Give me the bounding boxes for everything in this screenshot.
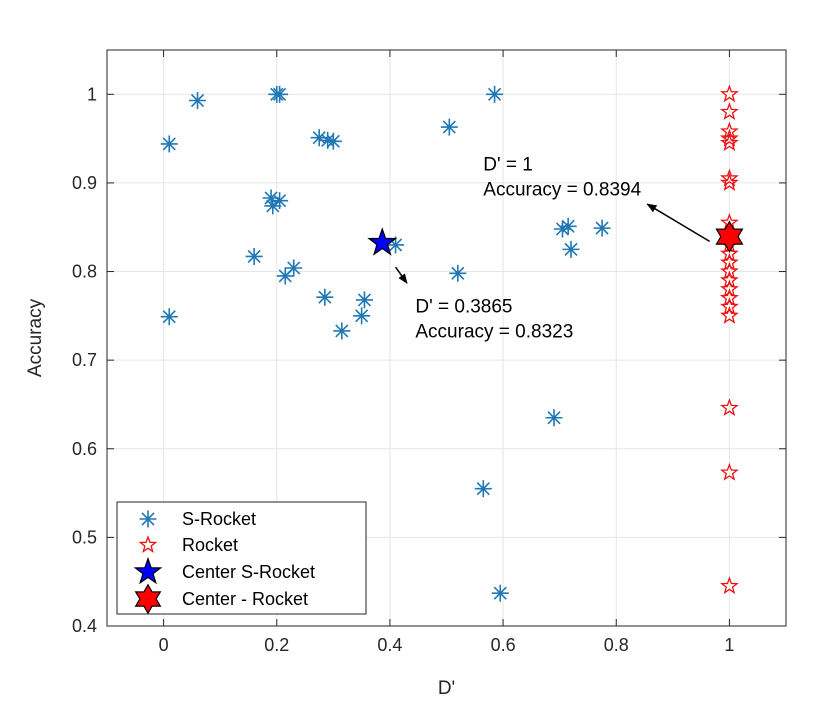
data-point — [324, 132, 342, 150]
series-s-rocket — [160, 85, 611, 602]
data-point — [720, 173, 739, 191]
legend-entry: S-Rocket — [139, 509, 256, 529]
data-point — [545, 409, 563, 427]
data-point — [720, 279, 739, 298]
x-tick-label: 0.2 — [264, 635, 289, 655]
y-tick-label: 0.5 — [72, 527, 97, 547]
annotations: D' = 1 Accuracy = 0.8394 D' = 0.3865 Accura… — [394, 155, 710, 342]
legend-entry: Center - Rocket — [134, 583, 308, 615]
legend-marker — [139, 510, 157, 528]
y-tick-label: 0.4 — [72, 616, 97, 636]
y-tick-label: 0.8 — [72, 262, 97, 282]
data-point — [720, 252, 739, 271]
legend-label: S-Rocket — [182, 509, 256, 529]
x-tick-label: 0.4 — [377, 635, 402, 655]
data-point — [559, 217, 577, 235]
data-point — [440, 118, 458, 136]
annotation-1: D' = 1 Accuracy = 0.8394 — [483, 155, 710, 243]
data-point — [486, 85, 504, 103]
data-point — [160, 135, 178, 153]
x-axis-label: D' — [438, 678, 455, 699]
plot-frame — [106, 49, 787, 627]
data-point — [474, 480, 492, 498]
annotation-text-line: D' = 0.3865 — [415, 296, 512, 317]
annotation-2: D' = 0.3865 Accuracy = 0.8323 — [394, 266, 573, 342]
legend-marker — [133, 556, 163, 585]
data-point — [720, 288, 739, 307]
data-point — [593, 219, 611, 237]
data-point — [355, 291, 373, 309]
data-point — [262, 189, 280, 207]
legend-entry: Rocket — [138, 535, 238, 555]
y-tick-label: 0.7 — [72, 350, 97, 370]
annotation-arrow — [646, 203, 710, 243]
annotation-text-line: D' = 1 — [483, 155, 533, 176]
x-tick-label: 0.6 — [491, 635, 516, 655]
data-point — [720, 261, 739, 280]
data-point — [271, 85, 289, 103]
legend: S-Rocket Rocket Center S-Rocket Center - Ro… — [116, 501, 367, 615]
data-point — [189, 92, 207, 110]
annotation-text-line: Accuracy = 0.8394 — [483, 180, 641, 201]
data-point — [449, 264, 467, 282]
data-point — [720, 84, 739, 103]
data-point — [562, 240, 580, 258]
data-point — [271, 192, 289, 210]
data-point — [720, 398, 739, 417]
x-tick-label: 0 — [159, 635, 169, 655]
data-point — [720, 576, 739, 595]
data-point — [160, 308, 178, 326]
data-point — [715, 220, 744, 253]
ticks: 0 0.2 0.4 0.6 0.8 1 0.4 0.5 0.6 0.7 0.8 0.9 1 — [72, 50, 786, 655]
y-tick-label: 0.9 — [72, 173, 97, 193]
legend-label: Center - Rocket — [182, 589, 308, 609]
legend-entry: Center S-Rocket — [133, 556, 315, 585]
data-point — [720, 133, 739, 152]
data-point — [720, 243, 739, 262]
data-point — [285, 259, 303, 277]
data-point — [720, 102, 739, 121]
data-point — [353, 307, 371, 325]
legend-label: Rocket — [182, 535, 238, 555]
legend-marker — [134, 583, 162, 615]
data-point — [491, 584, 509, 602]
legend-label: Center S-Rocket — [182, 562, 315, 582]
data-point — [720, 305, 739, 324]
annotation-arrow — [394, 266, 408, 284]
x-tick-label: 0.8 — [604, 635, 629, 655]
data-point — [333, 322, 351, 340]
legend-marker — [138, 535, 158, 554]
data-points — [160, 84, 744, 602]
data-point — [276, 267, 294, 285]
annotation-text-line: Accuracy = 0.8323 — [415, 321, 573, 342]
y-tick-label: 0.6 — [72, 439, 97, 459]
y-axis-label: Accuracy — [25, 298, 46, 377]
data-point — [720, 462, 739, 481]
series-center-s-rocket — [367, 227, 398, 256]
data-point — [264, 197, 282, 215]
data-point — [720, 168, 739, 187]
data-point — [245, 247, 263, 265]
data-point — [720, 297, 739, 315]
series-center-rocket — [715, 220, 744, 253]
data-point — [367, 227, 398, 256]
y-tick-label: 1 — [87, 84, 97, 104]
data-point — [720, 270, 739, 289]
data-point — [720, 128, 739, 147]
x-tick-label: 1 — [724, 635, 734, 655]
data-point — [316, 288, 334, 306]
